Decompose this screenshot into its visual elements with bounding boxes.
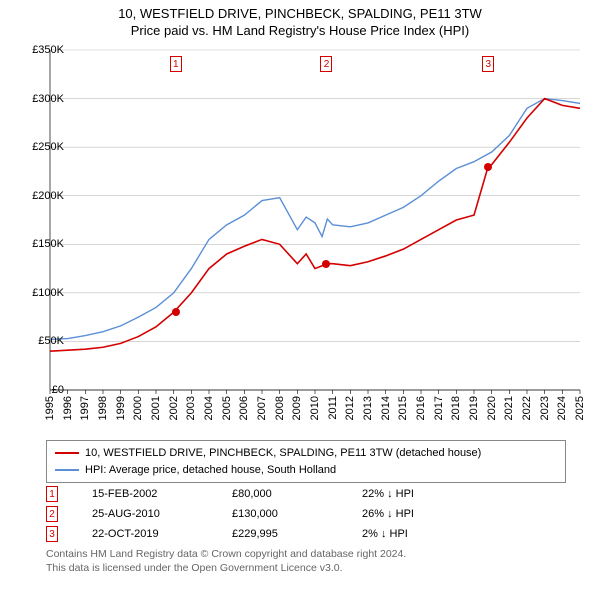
y-tick-label: £350K	[32, 44, 64, 56]
legend-label: HPI: Average price, detached house, Sout…	[85, 462, 336, 479]
y-tick-label: £250K	[32, 141, 64, 153]
y-tick-label: £50K	[38, 335, 64, 347]
x-tick-label: 1999	[115, 396, 127, 420]
x-tick-label: 2004	[203, 396, 215, 420]
footer-line2: This data is licensed under the Open Gov…	[46, 562, 406, 576]
x-tick-label: 2020	[486, 396, 498, 420]
x-tick-label: 2002	[168, 396, 180, 420]
sales-row: 1 15-FEB-2002 £80,000 22% ↓ HPI	[46, 484, 482, 504]
x-tick-label: 2012	[344, 396, 356, 420]
chart-marker-icon: 3	[482, 56, 494, 72]
sale-hpi: 26% ↓ HPI	[362, 508, 482, 520]
x-tick-label: 2015	[397, 396, 409, 420]
x-tick-label: 2013	[362, 396, 374, 420]
x-tick-label: 2017	[433, 396, 445, 420]
chart-legend: 10, WESTFIELD DRIVE, PINCHBECK, SPALDING…	[46, 440, 566, 483]
legend-swatch	[55, 452, 79, 454]
y-tick-label: £300K	[32, 93, 64, 105]
y-tick-label: £150K	[32, 238, 64, 250]
chart-marker-icon: 2	[320, 56, 332, 72]
sale-point-icon	[172, 308, 180, 316]
legend-label: 10, WESTFIELD DRIVE, PINCHBECK, SPALDING…	[85, 445, 481, 462]
sale-price: £229,995	[232, 528, 362, 540]
sales-row: 2 25-AUG-2010 £130,000 26% ↓ HPI	[46, 504, 482, 524]
sale-price: £130,000	[232, 508, 362, 520]
legend-item: HPI: Average price, detached house, Sout…	[55, 462, 557, 479]
y-tick-label: £0	[52, 384, 64, 396]
title-line2: Price paid vs. HM Land Registry's House …	[0, 23, 600, 40]
y-tick-label: £200K	[32, 190, 64, 202]
x-tick-label: 1995	[44, 396, 56, 420]
sales-row: 3 22-OCT-2019 £229,995 2% ↓ HPI	[46, 524, 482, 544]
chart-container: 10, WESTFIELD DRIVE, PINCHBECK, SPALDING…	[0, 0, 600, 590]
x-tick-label: 2025	[574, 396, 586, 420]
chart-marker-icon: 1	[170, 56, 182, 72]
y-tick-label: £100K	[32, 287, 64, 299]
x-tick-label: 2003	[185, 396, 197, 420]
x-tick-label: 2021	[503, 396, 515, 420]
x-tick-label: 2008	[274, 396, 286, 420]
chart-footer: Contains HM Land Registry data © Crown c…	[46, 548, 406, 575]
sale-marker-icon: 1	[46, 486, 58, 502]
x-tick-label: 2009	[291, 396, 303, 420]
sale-hpi: 22% ↓ HPI	[362, 488, 482, 500]
chart-svg	[50, 50, 580, 390]
x-tick-label: 2022	[521, 396, 533, 420]
footer-line1: Contains HM Land Registry data © Crown c…	[46, 548, 406, 562]
x-tick-label: 2010	[309, 396, 321, 420]
x-tick-label: 1997	[79, 396, 91, 420]
legend-swatch	[55, 469, 79, 471]
x-tick-label: 2016	[415, 396, 427, 420]
sale-price: £80,000	[232, 488, 362, 500]
x-tick-label: 2001	[150, 396, 162, 420]
sale-hpi: 2% ↓ HPI	[362, 528, 482, 540]
title-line1: 10, WESTFIELD DRIVE, PINCHBECK, SPALDING…	[0, 6, 600, 23]
sale-date: 22-OCT-2019	[92, 528, 232, 540]
sale-date: 25-AUG-2010	[92, 508, 232, 520]
sale-marker-icon: 3	[46, 526, 58, 542]
x-tick-label: 2018	[450, 396, 462, 420]
chart-title: 10, WESTFIELD DRIVE, PINCHBECK, SPALDING…	[0, 0, 600, 40]
x-tick-label: 2014	[380, 396, 392, 420]
x-tick-label: 1998	[97, 396, 109, 420]
sale-date: 15-FEB-2002	[92, 488, 232, 500]
chart-plot-area	[50, 50, 580, 390]
x-tick-label: 2000	[132, 396, 144, 420]
x-tick-label: 2005	[221, 396, 233, 420]
sale-point-icon	[484, 163, 492, 171]
x-tick-label: 2011	[327, 396, 339, 420]
sale-point-icon	[322, 260, 330, 268]
x-tick-label: 2023	[539, 396, 551, 420]
legend-item: 10, WESTFIELD DRIVE, PINCHBECK, SPALDING…	[55, 445, 557, 462]
x-tick-label: 2006	[238, 396, 250, 420]
sales-table: 1 15-FEB-2002 £80,000 22% ↓ HPI 2 25-AUG…	[46, 484, 482, 544]
sale-marker-icon: 2	[46, 506, 58, 522]
x-tick-label: 2024	[556, 396, 568, 420]
x-tick-label: 1996	[62, 396, 74, 420]
x-tick-label: 2007	[256, 396, 268, 420]
x-tick-label: 2019	[468, 396, 480, 420]
